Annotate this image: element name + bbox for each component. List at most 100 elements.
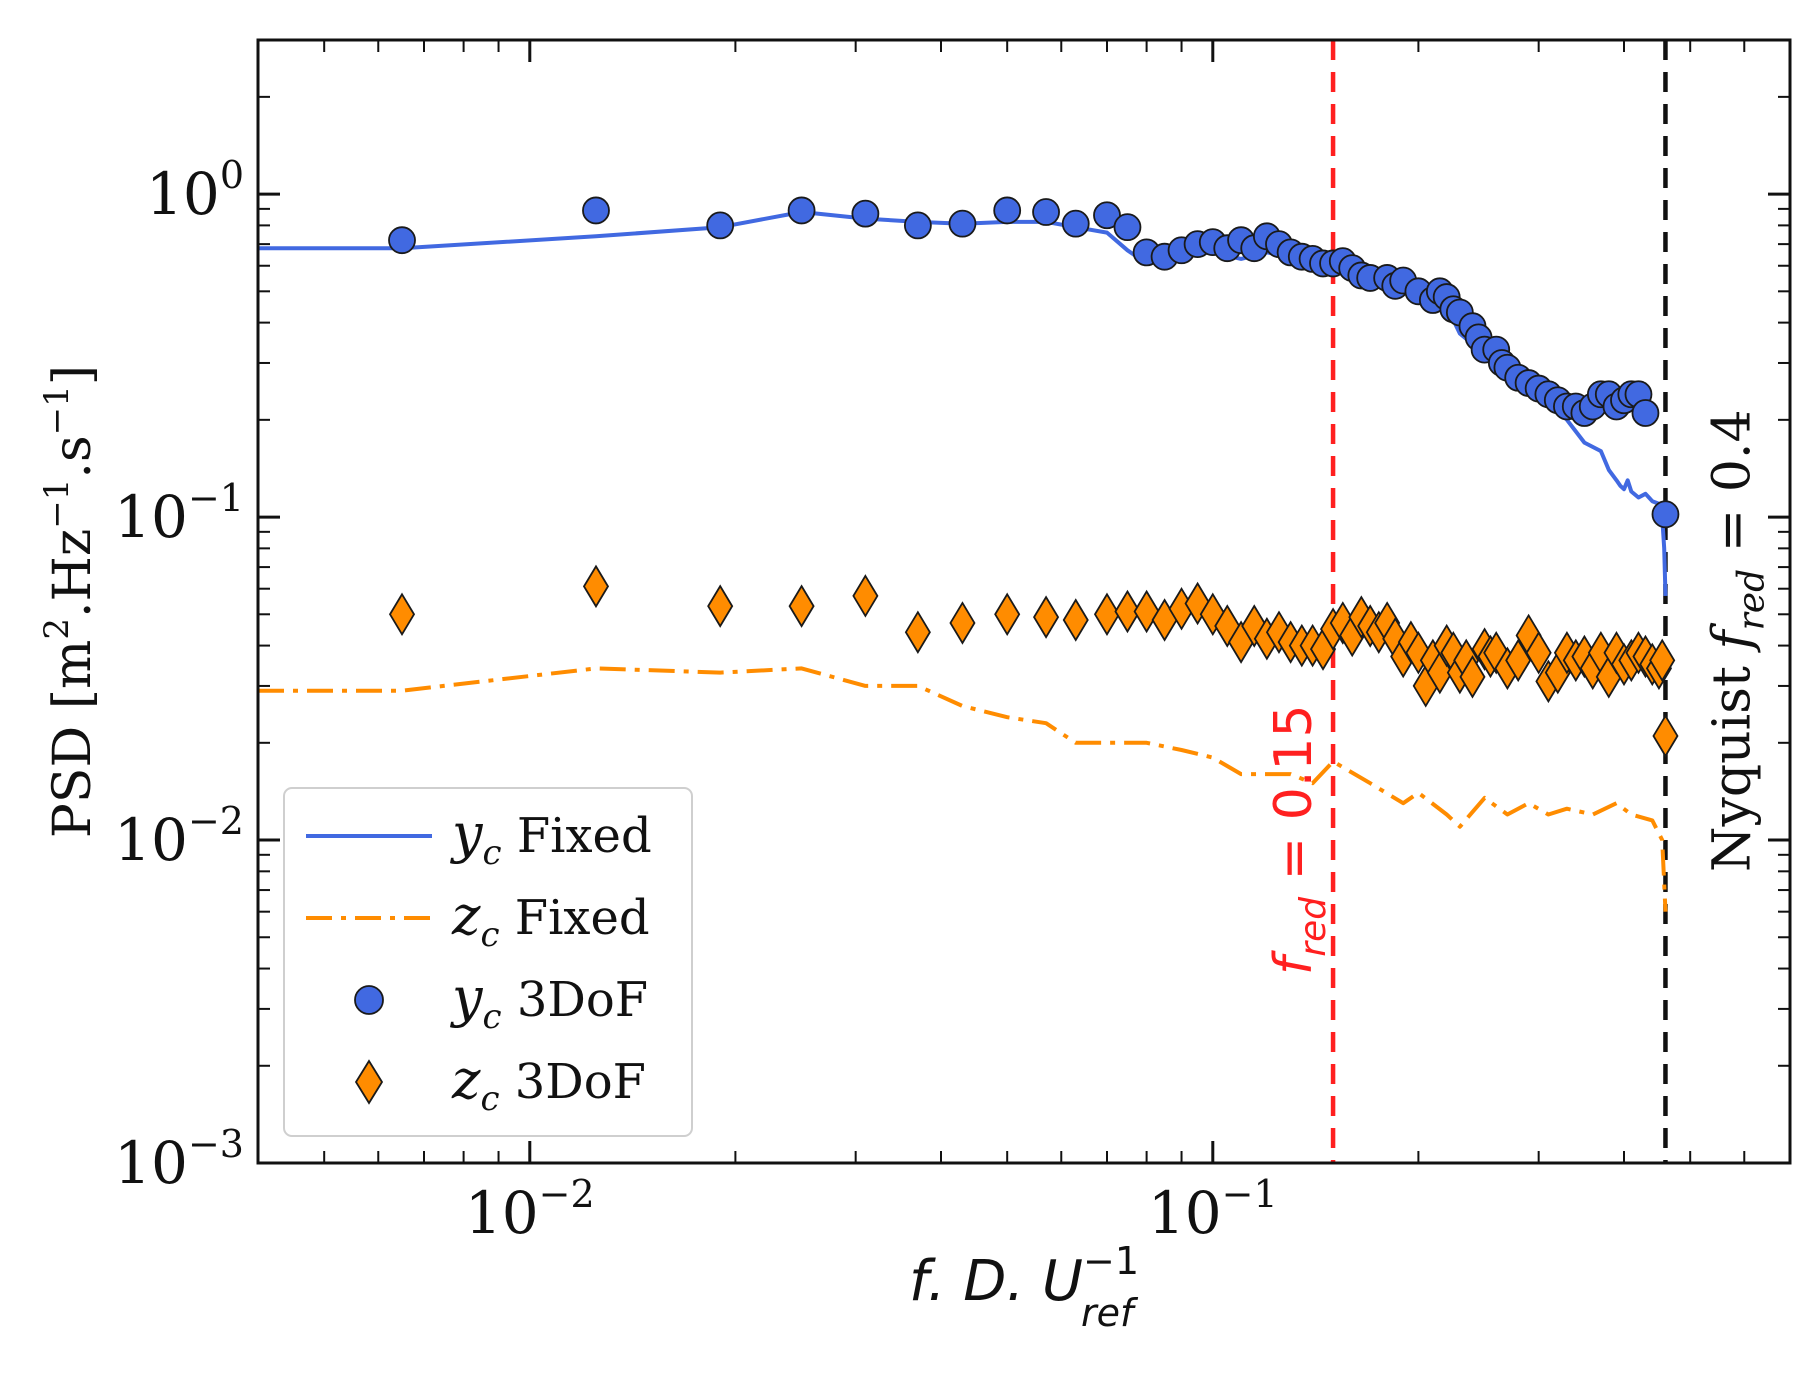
point-3-16 bbox=[1199, 592, 1226, 637]
x-axis-label-sup: −1 bbox=[1083, 1239, 1139, 1283]
point-2-1 bbox=[582, 196, 610, 225]
point-2-0 bbox=[388, 226, 416, 255]
ytick-label-1: 10−1 bbox=[114, 476, 244, 551]
ytick-label-base-3: 10 bbox=[114, 1129, 188, 1197]
point-3-0 bbox=[388, 592, 416, 637]
legend-label-sub-1: c bbox=[480, 915, 499, 955]
legend-label-rest-3: 3DoF bbox=[500, 1054, 646, 1110]
legend-entry-3: zc 3DoF bbox=[354, 1048, 646, 1119]
series-0 bbox=[258, 210, 1668, 596]
point-3-4 bbox=[852, 574, 879, 618]
y-axis-label-post: ] bbox=[43, 365, 103, 385]
legend-label-sub-0: c bbox=[483, 833, 502, 873]
point-2-62 bbox=[1651, 500, 1680, 529]
point-3-68 bbox=[1652, 714, 1679, 758]
legend-label-2: yc 3DoF bbox=[450, 966, 648, 1037]
point-3-6 bbox=[949, 601, 976, 645]
legend-label-3: zc 3DoF bbox=[451, 1048, 646, 1119]
y-axis-label-s3: −1 bbox=[37, 385, 77, 435]
y-axis-label-mid2: .s bbox=[43, 435, 103, 478]
point-3-44 bbox=[1459, 655, 1486, 699]
series-1 bbox=[258, 666, 1668, 912]
axes bbox=[256, 38, 1792, 1165]
series-3 bbox=[388, 564, 1679, 758]
legend-label-var-3: z bbox=[451, 1048, 481, 1111]
legend-label-sub-2: c bbox=[483, 997, 502, 1037]
xtick-label-exp-0: −2 bbox=[539, 1172, 595, 1216]
vline-label-1-sub: red bbox=[1731, 569, 1772, 631]
point-2-7 bbox=[993, 196, 1022, 225]
series-2 bbox=[388, 196, 1680, 529]
legend-entry-0: yc Fixed bbox=[306, 802, 652, 873]
point-3-21 bbox=[1265, 610, 1293, 654]
ytick-label-exp-0: 0 bbox=[220, 153, 244, 197]
point-2-8 bbox=[1032, 198, 1060, 226]
point-2-2 bbox=[706, 211, 735, 240]
series-line-0 bbox=[258, 210, 1668, 596]
vline-label-1: Nyquist fred = 0.4 bbox=[1702, 409, 1772, 872]
legend-box bbox=[283, 787, 693, 1137]
point-3-7 bbox=[994, 592, 1021, 637]
legend-label-1: zc Fixed bbox=[451, 884, 650, 955]
series-layer bbox=[258, 196, 1680, 912]
x-axis-label: f. D. U−1 ref bbox=[909, 1239, 1139, 1335]
point-2-4 bbox=[851, 199, 880, 228]
ytick-label-base-1: 10 bbox=[114, 483, 188, 551]
point-2-6 bbox=[948, 209, 977, 238]
point-3-1 bbox=[582, 564, 610, 609]
y-axis-label-s2: −1 bbox=[37, 479, 77, 529]
vline-label-0: fred = 0.15 bbox=[1264, 704, 1334, 975]
legend-handle-2 bbox=[354, 985, 384, 1015]
point-3-51 bbox=[1525, 631, 1552, 675]
point-2-61 bbox=[1631, 399, 1660, 427]
legend-entry-1: zc Fixed bbox=[306, 884, 650, 955]
ytick-label-exp-3: −3 bbox=[188, 1122, 244, 1166]
ytick-label-base-0: 10 bbox=[146, 160, 220, 228]
point-3-17 bbox=[1214, 604, 1241, 648]
xtick-label-base-1: 10 bbox=[1148, 1179, 1222, 1247]
point-3-8 bbox=[1033, 595, 1060, 639]
legend-label-0: yc Fixed bbox=[450, 802, 652, 873]
legend-label-rest-0: Fixed bbox=[502, 808, 652, 864]
ytick-label-exp-1: −1 bbox=[188, 476, 244, 520]
ytick-label-0: 100 bbox=[146, 153, 244, 228]
point-3-3 bbox=[788, 584, 815, 628]
ytick-label-3: 10−3 bbox=[114, 1122, 244, 1197]
legend-entry-2: yc 3DoF bbox=[354, 966, 648, 1037]
legend-label-var-0: y bbox=[450, 802, 484, 865]
point-2-10 bbox=[1093, 201, 1121, 230]
xtick-label-0: 10−2 bbox=[465, 1172, 595, 1247]
vline-label-0-rest: = 0.15 bbox=[1264, 704, 1324, 896]
legend-handle-3 bbox=[354, 1059, 384, 1105]
legend-label-rest-2: 3DoF bbox=[502, 972, 648, 1028]
vline-label-0-sub: red bbox=[1293, 896, 1334, 957]
ytick-label-exp-2: −2 bbox=[188, 799, 244, 843]
vline-label-1-pre: Nyquist bbox=[1702, 650, 1762, 872]
point-3-10 bbox=[1093, 592, 1121, 637]
plot-frame bbox=[256, 38, 1792, 1165]
x-axis-label-main: f. D. U bbox=[909, 1249, 1083, 1314]
legend-label-var-1: z bbox=[451, 884, 481, 947]
point-2-9 bbox=[1061, 209, 1090, 238]
point-2-3 bbox=[787, 196, 816, 225]
point-3-2 bbox=[707, 584, 734, 628]
legend-label-sub-3: c bbox=[480, 1079, 499, 1119]
ytick-label-base-2: 10 bbox=[114, 806, 188, 874]
ticks bbox=[257, 39, 1791, 1165]
x-axis-label-sub: ref bbox=[1081, 1291, 1139, 1335]
y-axis-label: PSD [m2.Hz−1.s−1] bbox=[37, 365, 103, 838]
vline-label-1-rest: = 0.4 bbox=[1702, 409, 1762, 568]
reference-lines bbox=[1330, 40, 1668, 1163]
ytick-label-2: 10−2 bbox=[114, 799, 244, 874]
y-axis-label-pre: PSD [m bbox=[43, 640, 103, 838]
point-2-5 bbox=[903, 211, 932, 240]
point-3-67 bbox=[1649, 638, 1676, 683]
point-3-5 bbox=[904, 610, 931, 654]
point-2-11 bbox=[1113, 213, 1142, 242]
xtick-label-exp-1: −1 bbox=[1222, 1172, 1278, 1216]
point-3-11 bbox=[1114, 589, 1141, 634]
xtick-label-base-0: 10 bbox=[465, 1179, 539, 1247]
legend-label-rest-1: Fixed bbox=[500, 890, 650, 946]
y-axis-label-s1: 2 bbox=[37, 618, 77, 640]
